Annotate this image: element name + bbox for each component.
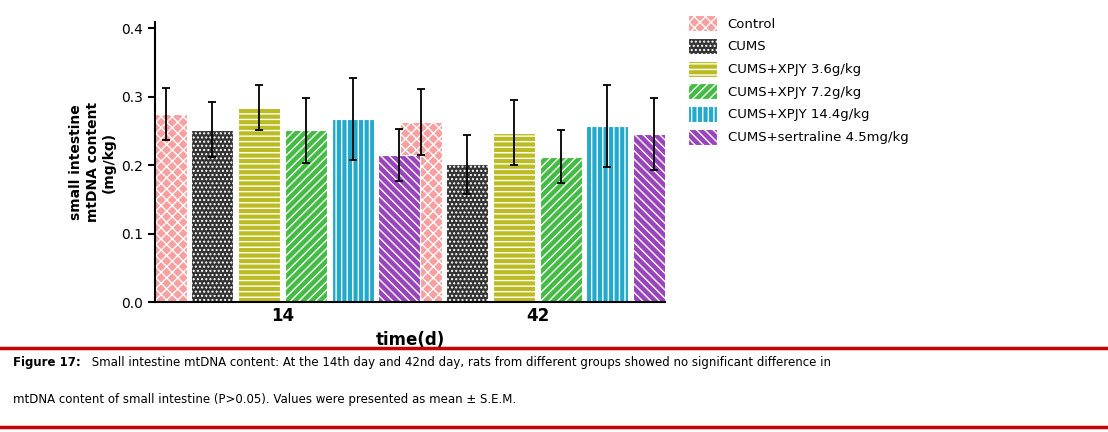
Bar: [633, 134, 675, 302]
Bar: [493, 133, 535, 302]
Bar: [145, 114, 187, 302]
Bar: [540, 156, 582, 302]
Y-axis label: small intestine
mtDNA content
(mg/kg): small intestine mtDNA content (mg/kg): [70, 102, 115, 222]
Legend: Control, CUMS, CUMS+XPJY 3.6g/kg, CUMS+XPJY 7.2g/kg, CUMS+XPJY 14.4g/kg, CUMS+se: Control, CUMS, CUMS+XPJY 3.6g/kg, CUMS+X…: [688, 15, 909, 145]
Bar: [378, 155, 420, 302]
X-axis label: time(d): time(d): [376, 331, 444, 349]
Bar: [331, 119, 373, 302]
Text: Figure 17:: Figure 17:: [13, 356, 81, 369]
Text: Small intestine mtDNA content: At the 14th day and 42nd day, rats from different: Small intestine mtDNA content: At the 14…: [88, 356, 831, 369]
Bar: [586, 126, 628, 302]
Bar: [400, 122, 442, 302]
Bar: [238, 107, 280, 302]
Text: mtDNA content of small intestine (P>0.05). Values were presented as mean ± S.E.M: mtDNA content of small intestine (P>0.05…: [13, 393, 516, 406]
Bar: [285, 130, 327, 302]
Bar: [447, 164, 489, 302]
Bar: [192, 130, 234, 302]
